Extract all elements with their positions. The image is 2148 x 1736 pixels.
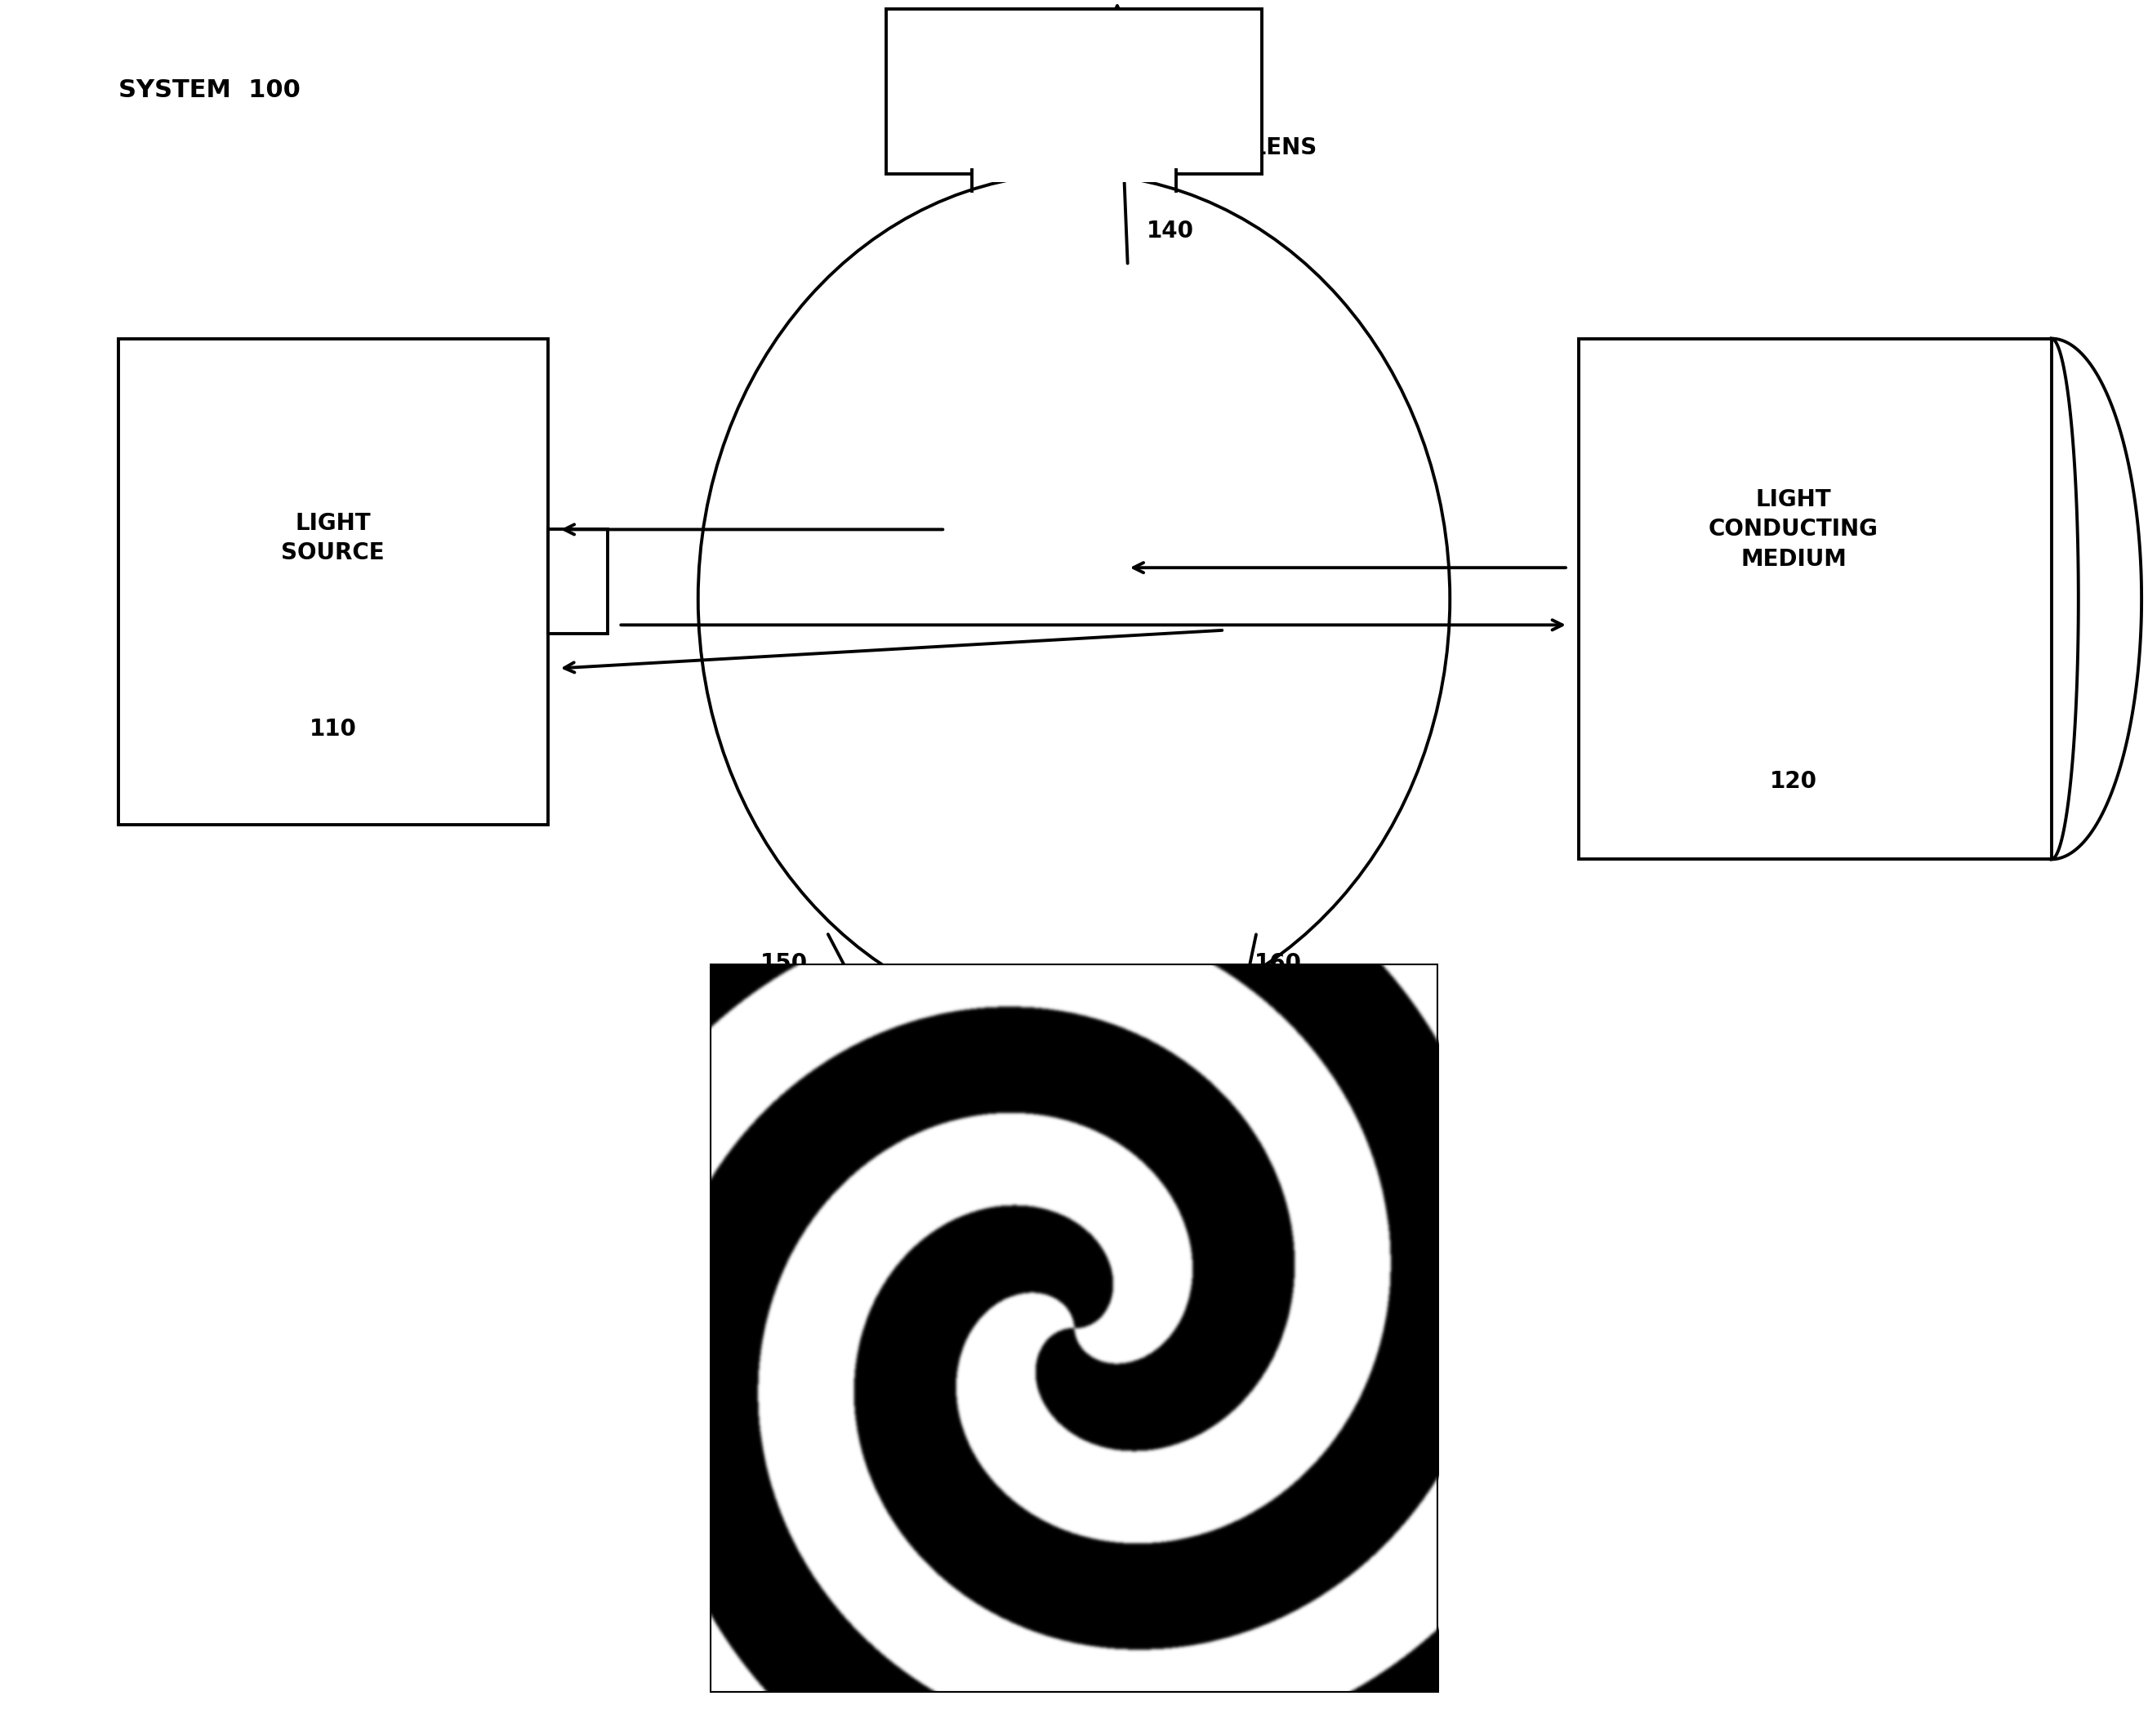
Bar [982,1007,1166,1076]
Bar [548,529,608,634]
Text: 110: 110 [309,717,357,741]
Text: 160: 160 [1254,951,1302,976]
Text: LIGHT
CONDUCTING
MEDIUM: LIGHT CONDUCTING MEDIUM [1708,488,1880,571]
Bar [945,1024,1203,1146]
Bar [1579,339,2051,859]
Bar [971,113,1177,182]
Text: TRANSFER LENS: TRANSFER LENS [1111,135,1317,160]
Text: SYSTEM  100: SYSTEM 100 [118,78,301,102]
Bar [118,339,548,825]
Text: 120: 120 [1770,769,1817,793]
Bar [885,9,1261,174]
Text: LIGHT
SOURCE: LIGHT SOURCE [281,512,384,564]
Ellipse shape [698,174,1450,1024]
Text: 140: 140 [1147,219,1194,243]
Text: 150: 150 [760,951,808,976]
